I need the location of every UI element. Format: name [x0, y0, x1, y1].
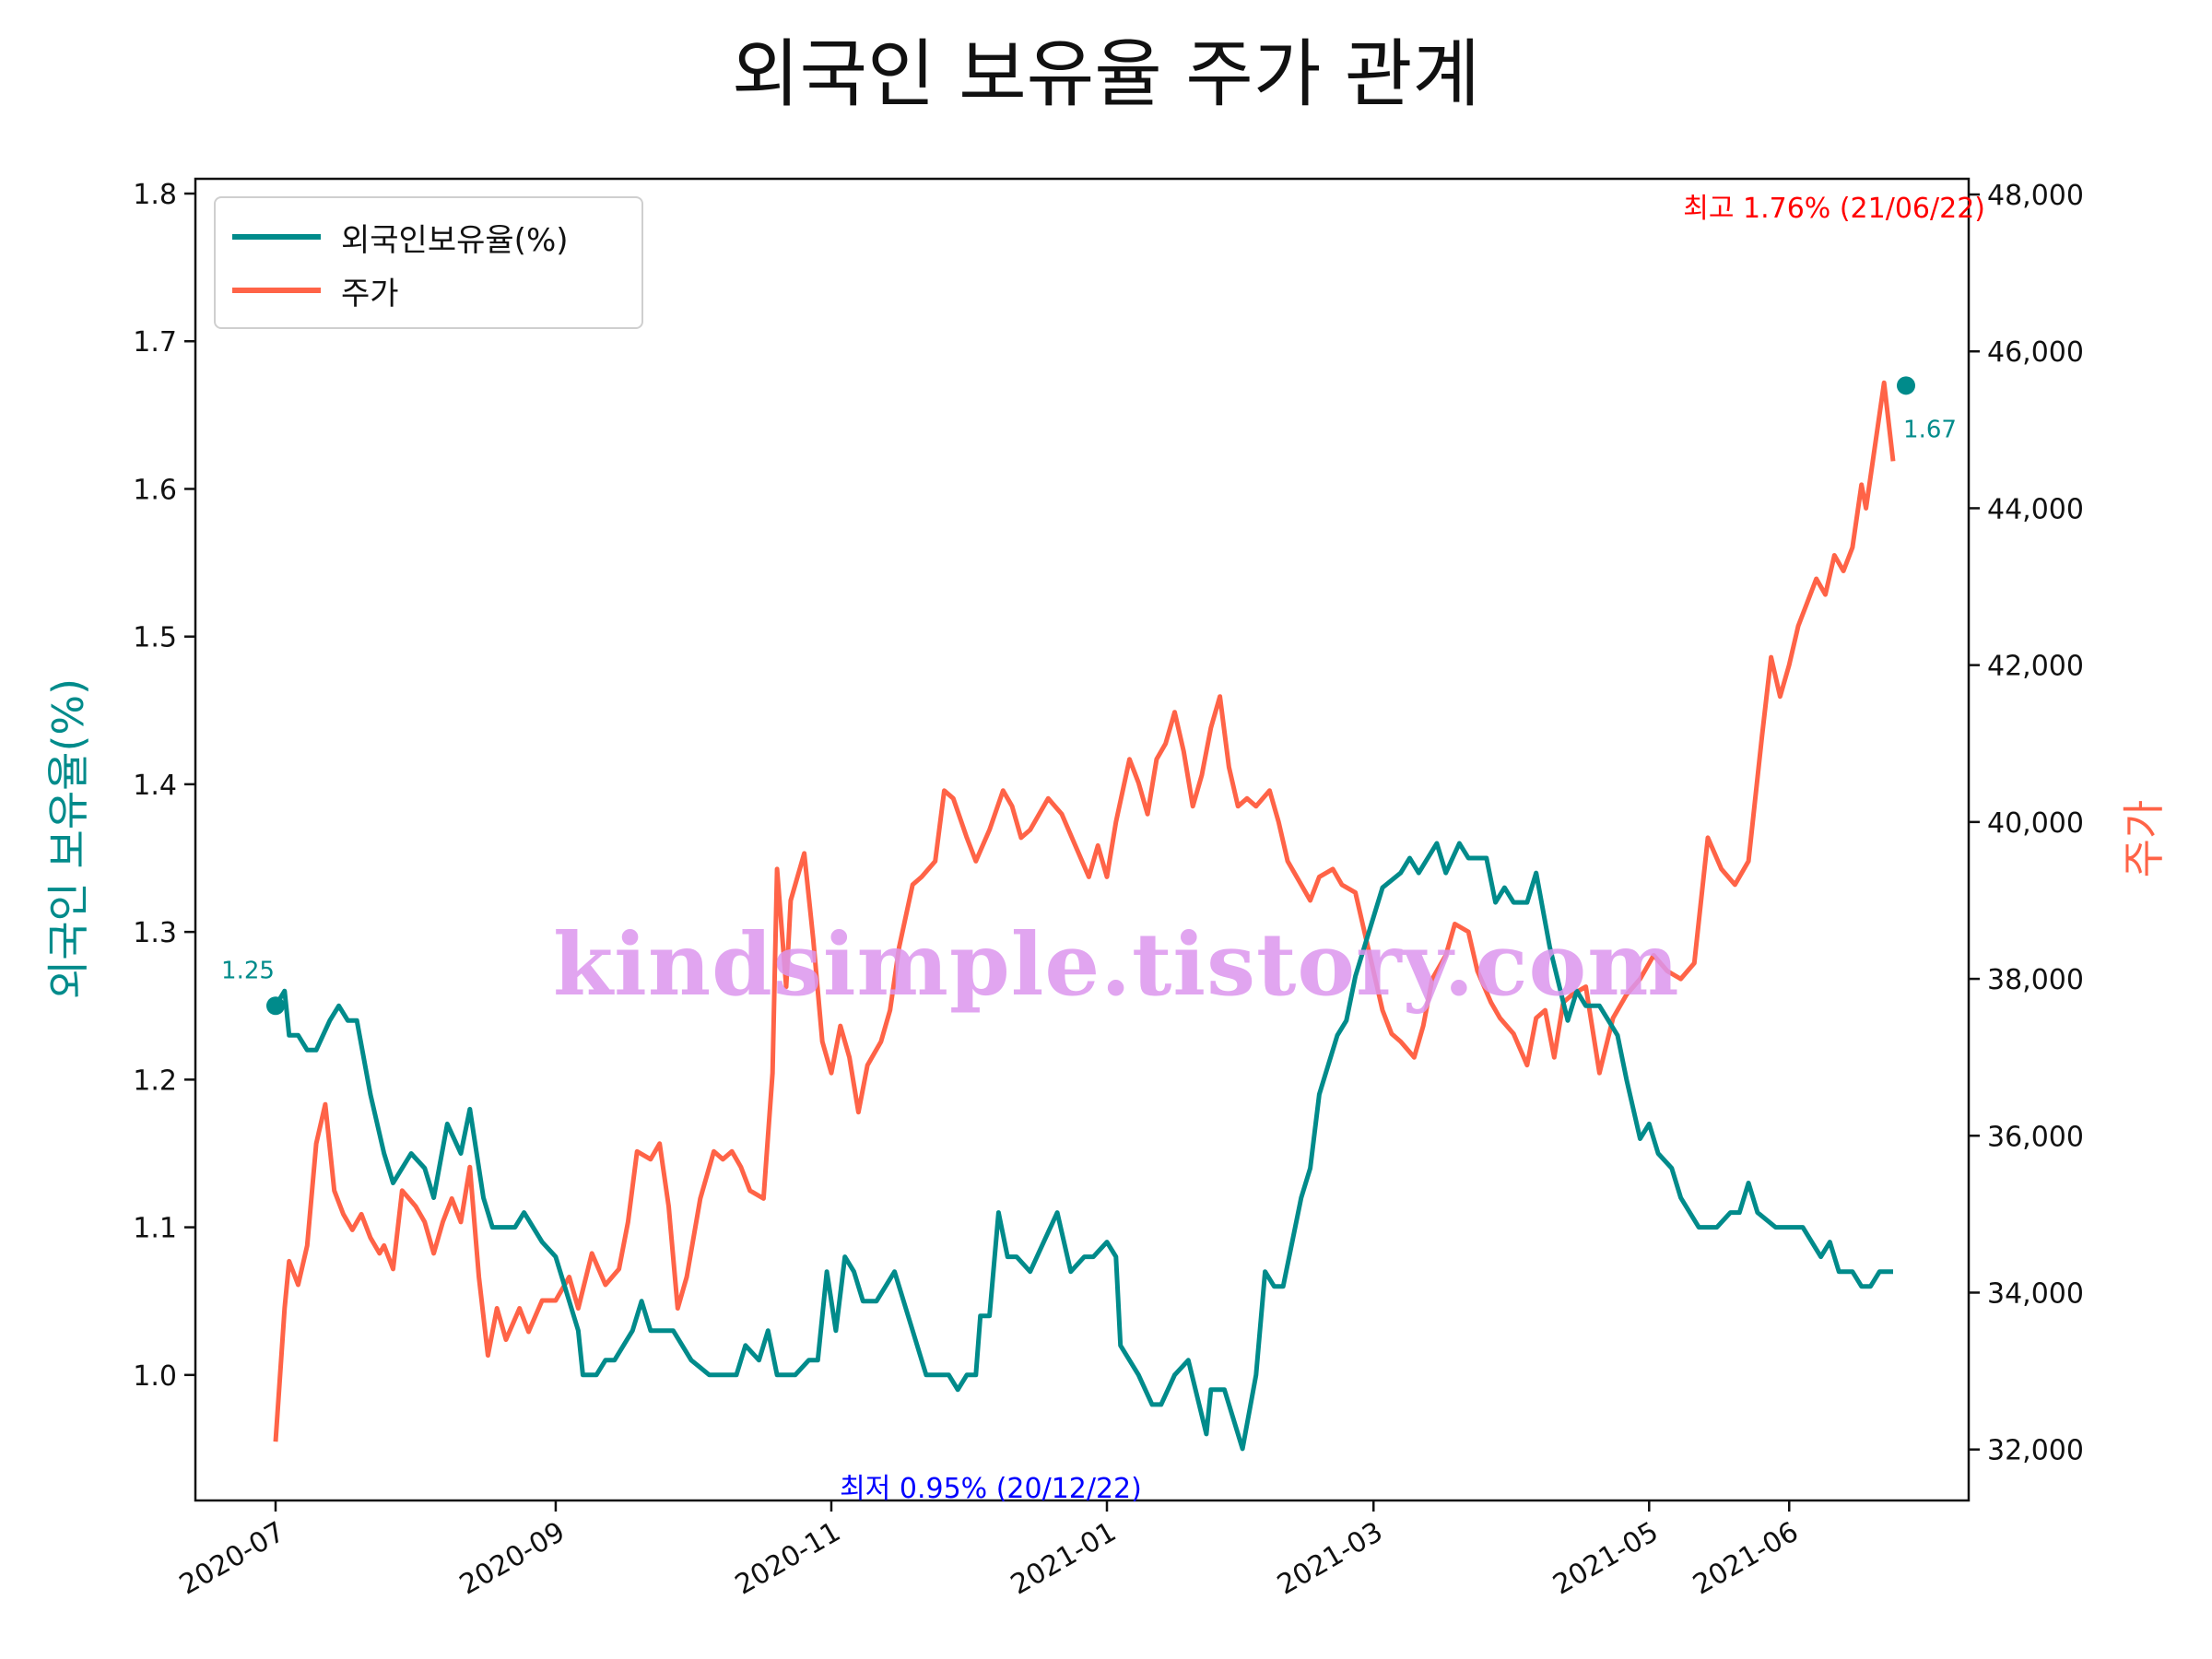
- series-line-foreign-ratio: [273, 841, 1893, 1452]
- plot-border: [194, 177, 1971, 1502]
- plot-frame: [194, 177, 1971, 1502]
- start-value-label: 1.25: [221, 957, 275, 984]
- series-lines: [273, 380, 1896, 1452]
- x-axis-ticks: 2020-07 2020-09 2020-11 2021-01 2021-03 2021-…: [174, 1500, 1804, 1602]
- legend-label-price: 주가: [341, 275, 399, 312]
- legend-swatch-price: [232, 288, 321, 293]
- y-tick-label: 1.3: [133, 917, 177, 949]
- legend-item-price: 주가: [232, 263, 399, 318]
- series-markers: [266, 376, 1915, 1016]
- y-axis-left-label: 외국인 보유율(%): [43, 678, 93, 999]
- end-value-label: 1.67: [1903, 416, 1957, 443]
- y-tick-label: 1.5: [133, 622, 177, 654]
- y2-tick-label: 40,000: [1987, 807, 2084, 840]
- y-tick-label: 1.8: [133, 179, 177, 211]
- start-point-marker: [266, 996, 285, 1016]
- x-tick-label: 2020-11: [730, 1516, 846, 1602]
- legend-item-foreign: 외국인보유율(%): [232, 209, 569, 265]
- chart-title: 외국인 보유율 주가 관계: [731, 31, 1481, 117]
- y2-tick-label: 38,000: [1987, 964, 2084, 996]
- y2-tick-label: 48,000: [1987, 180, 2084, 212]
- x-tick-label: 2021-06: [1688, 1516, 1804, 1602]
- y2-tick-label: 44,000: [1987, 493, 2084, 525]
- x-tick-label: 2021-05: [1547, 1516, 1664, 1602]
- legend: 외국인보유율(%) 주가: [214, 196, 643, 329]
- max-annotation: 최고 1.76% (21/06/22): [1683, 193, 1985, 225]
- y-tick-label: 1.1: [133, 1213, 177, 1245]
- series-line-price: [273, 380, 1896, 1442]
- end-point-marker: [1897, 376, 1915, 395]
- y-tick-label: 1.0: [133, 1360, 177, 1393]
- y-axis-right-ticks: 32,000 34,000 36,000 38,000 40,000 42,000 44,0…: [1969, 180, 2084, 1467]
- x-tick-label: 2020-09: [454, 1516, 571, 1602]
- y-tick-label: 1.6: [133, 474, 177, 506]
- x-tick-label: 2021-03: [1272, 1516, 1388, 1602]
- y2-tick-label: 36,000: [1987, 1121, 2084, 1153]
- watermark: kindsimple.tistory.com: [553, 914, 1680, 1016]
- y-tick-label: 1.2: [133, 1065, 177, 1097]
- y-tick-label: 1.4: [133, 770, 177, 802]
- min-annotation: 최저 0.95% (20/12/22): [840, 1473, 1142, 1505]
- x-tick-label: 2020-07: [174, 1516, 290, 1602]
- legend-label-foreign: 외국인보유율(%): [341, 221, 569, 259]
- x-tick-label: 2021-01: [1006, 1516, 1122, 1602]
- y2-tick-label: 42,000: [1987, 651, 2084, 683]
- y-axis-right-label: 주가: [2119, 800, 2169, 878]
- y2-tick-label: 46,000: [1987, 336, 2084, 369]
- y2-tick-label: 34,000: [1987, 1277, 2084, 1310]
- y2-tick-label: 32,000: [1987, 1435, 2084, 1467]
- legend-swatch-foreign: [232, 234, 321, 240]
- y-tick-label: 1.7: [133, 326, 177, 359]
- y-axis-left-ticks: 1.0 1.1 1.2 1.3 1.4 1.5 1.6 1.7 1.8: [133, 179, 195, 1393]
